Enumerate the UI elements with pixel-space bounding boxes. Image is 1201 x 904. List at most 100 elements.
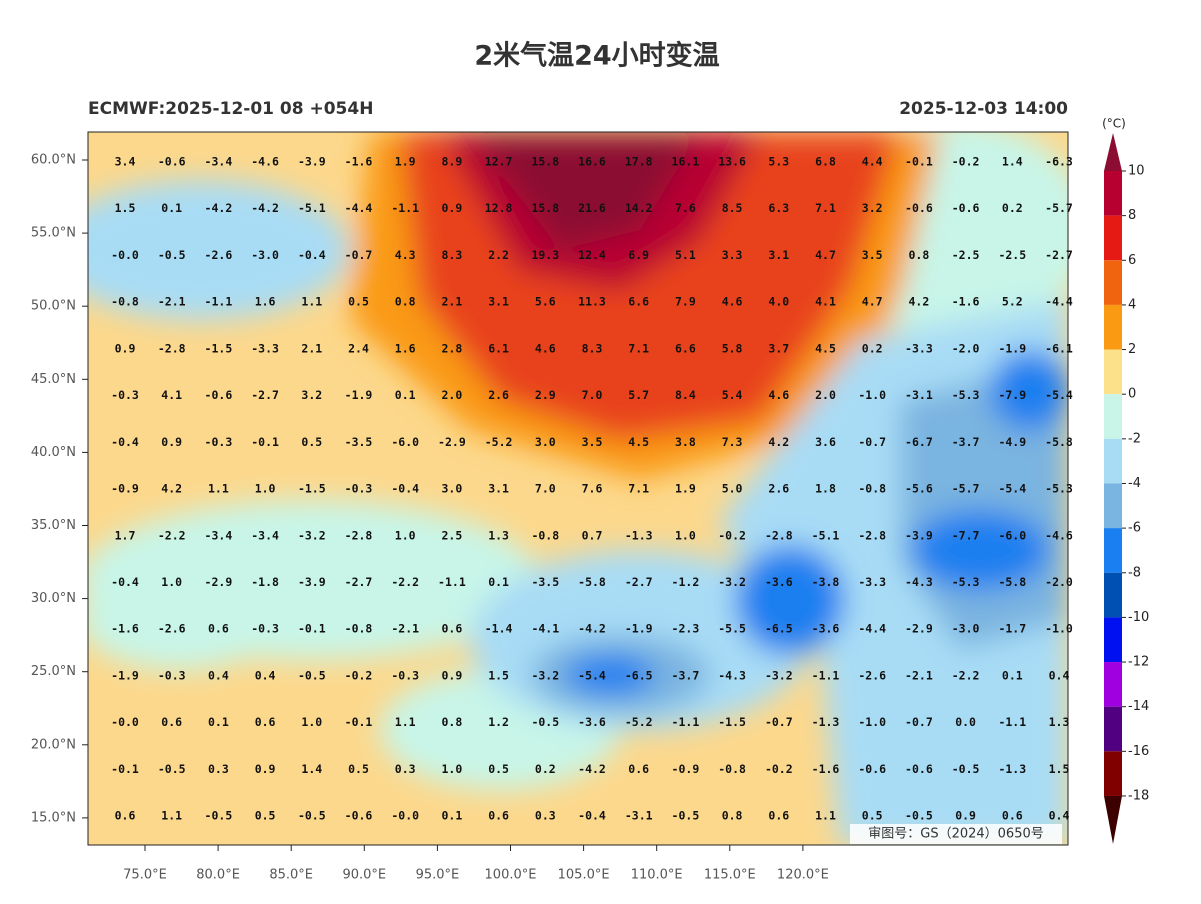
grid-value: 0.6 <box>442 622 463 636</box>
grid-value: -5.3 <box>952 575 980 589</box>
grid-value: -5.8 <box>1045 435 1073 449</box>
grid-value: -3.4 <box>251 528 279 542</box>
grid-value: -2.6 <box>858 668 886 682</box>
colorbar-bin <box>1104 304 1122 350</box>
grid-value: -0.8 <box>345 622 373 636</box>
grid-value: 1.5 <box>115 201 136 215</box>
grid-value: 2.6 <box>488 388 509 402</box>
grid-value: -3.9 <box>298 575 326 589</box>
colorbar-bottom-arrow <box>1104 795 1122 844</box>
grid-value: -4.2 <box>578 622 606 636</box>
grid-value: -1.1 <box>438 575 466 589</box>
grid-value: -4.3 <box>905 575 933 589</box>
grid-value: 5.4 <box>722 388 743 402</box>
grid-value: 7.1 <box>628 482 649 496</box>
grid-value: -4.1 <box>531 622 559 636</box>
grid-value: -0.9 <box>672 762 700 776</box>
colorbar-tick-label: -10 <box>1128 610 1149 625</box>
grid-value: 1.0 <box>442 762 463 776</box>
grid-value: -1.0 <box>1045 622 1073 636</box>
grid-value: -0.4 <box>111 435 139 449</box>
grid-value: 3.0 <box>442 482 463 496</box>
grid-value: 0.8 <box>395 295 416 309</box>
grid-value: 0.6 <box>628 762 649 776</box>
grid-value: -0.3 <box>205 435 233 449</box>
lat-tick-label: 15.0°N <box>31 810 76 825</box>
grid-value: 4.2 <box>909 295 930 309</box>
grid-value: 4.3 <box>395 248 416 262</box>
grid-value: -0.7 <box>858 435 886 449</box>
colorbar-bin <box>1104 260 1122 305</box>
grid-value: 0.5 <box>348 295 369 309</box>
grid-value: -1.3 <box>998 762 1026 776</box>
colorbar-tick-label: 4 <box>1128 297 1136 312</box>
grid-value: -4.6 <box>251 155 279 169</box>
colorbar-tick-label: -14 <box>1128 699 1149 714</box>
valid-time: 2025-12-03 14:00 <box>899 99 1068 119</box>
grid-value: -0.6 <box>905 201 933 215</box>
grid-value: -3.3 <box>251 341 279 355</box>
grid-value: -5.2 <box>485 435 513 449</box>
grid-value: 0.1 <box>1002 668 1023 682</box>
grid-value: 4.0 <box>768 295 789 309</box>
grid-value: -4.2 <box>205 201 233 215</box>
grid-value: 1.4 <box>301 762 322 776</box>
grid-value: -0.5 <box>158 762 186 776</box>
lon-tick-label: 80.0°E <box>196 868 240 883</box>
grid-value: -1.8 <box>251 575 279 589</box>
colorbar-bin <box>1104 662 1122 707</box>
grid-value: -5.3 <box>952 388 980 402</box>
grid-value: -0.5 <box>952 762 980 776</box>
grid-value: 2.2 <box>488 248 509 262</box>
title: 2米气温24小时变温 <box>474 40 719 72</box>
grid-value: -5.4 <box>1045 388 1073 402</box>
grid-value: 8.3 <box>442 248 463 262</box>
grid-value: -6.7 <box>905 435 933 449</box>
colorbar-tick-label: 2 <box>1128 342 1136 357</box>
grid-value: 0.5 <box>862 809 883 823</box>
grid-value: -0.3 <box>111 388 139 402</box>
grid-value: 7.6 <box>675 201 696 215</box>
grid-value: 3.8 <box>675 435 696 449</box>
grid-value: -7.9 <box>998 388 1026 402</box>
grid-value: 0.9 <box>955 809 976 823</box>
grid-value: -2.0 <box>952 341 980 355</box>
grid-value: -2.8 <box>345 528 373 542</box>
grid-value: -4.4 <box>858 622 886 636</box>
colorbar-tick-label: 10 <box>1128 164 1145 179</box>
grid-value: -2.2 <box>952 668 980 682</box>
grid-value: -2.7 <box>625 575 653 589</box>
grid-value: -2.7 <box>1045 248 1073 262</box>
grid-value: -0.6 <box>905 762 933 776</box>
grid-value: -3.8 <box>812 575 840 589</box>
field-shading <box>88 132 1068 845</box>
colorbar-tick-label: 0 <box>1128 387 1136 402</box>
grid-value: 0.3 <box>208 762 229 776</box>
grid-value: -2.8 <box>765 528 793 542</box>
grid-value: 1.9 <box>675 482 696 496</box>
colorbar-bin <box>1104 706 1122 752</box>
grid-value: -5.4 <box>578 668 606 682</box>
grid-value: 1.1 <box>395 715 416 729</box>
grid-value: 6.9 <box>628 248 649 262</box>
lon-tick-label: 85.0°E <box>269 868 313 883</box>
grid-value: -5.3 <box>1045 482 1073 496</box>
grid-value: -2.2 <box>391 575 419 589</box>
grid-value: -5.8 <box>578 575 606 589</box>
grid-value: 0.5 <box>348 762 369 776</box>
grid-value: 3.0 <box>535 435 556 449</box>
colorbar-tick-label: -8 <box>1128 565 1141 580</box>
grid-value: -0.3 <box>251 622 279 636</box>
grid-value: 5.0 <box>722 482 743 496</box>
grid-value: 11.3 <box>578 295 606 309</box>
grid-value: -3.1 <box>625 809 653 823</box>
grid-value: 4.5 <box>815 341 836 355</box>
grid-value: 1.3 <box>488 528 509 542</box>
grid-value: 5.2 <box>1002 295 1023 309</box>
lat-tick-label: 55.0°N <box>31 226 76 241</box>
colorbar-tick-label: -6 <box>1128 521 1141 536</box>
colorbar-tick-label: -12 <box>1128 655 1149 670</box>
grid-value: -5.4 <box>998 482 1026 496</box>
colorbar-bin <box>1104 617 1122 663</box>
grid-value: 0.6 <box>208 622 229 636</box>
